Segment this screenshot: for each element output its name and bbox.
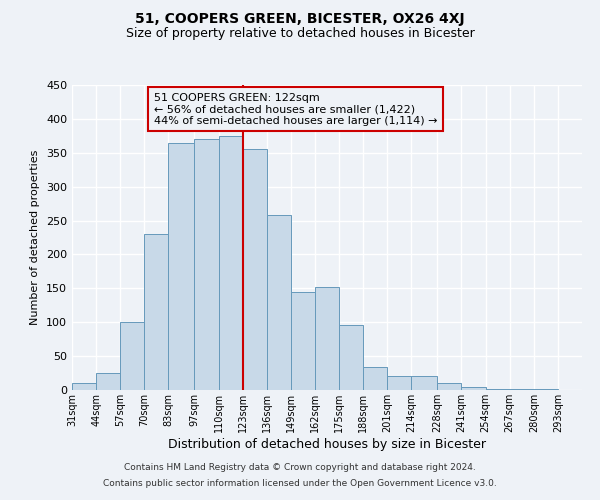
Bar (291, 292, 315, 390)
Bar (485, 388, 509, 390)
Bar (96, 373, 120, 390)
Text: Contains public sector information licensed under the Open Government Licence v3: Contains public sector information licen… (103, 478, 497, 488)
Bar (387, 376, 412, 390)
Text: 51, COOPERS GREEN, BICESTER, OX26 4XJ: 51, COOPERS GREEN, BICESTER, OX26 4XJ (135, 12, 465, 26)
Bar (120, 322, 145, 390)
Text: Contains HM Land Registry data © Crown copyright and database right 2024.: Contains HM Land Registry data © Crown c… (124, 464, 476, 472)
Text: Size of property relative to detached houses in Bicester: Size of property relative to detached ho… (125, 28, 475, 40)
Y-axis label: Number of detached properties: Number of detached properties (31, 150, 40, 325)
Bar (534, 388, 558, 390)
Bar (169, 142, 194, 390)
Bar (145, 234, 169, 390)
Bar (267, 215, 291, 390)
Bar (242, 150, 267, 390)
Bar (315, 287, 339, 390)
Bar (218, 136, 242, 390)
Bar (412, 376, 437, 390)
Bar (437, 383, 461, 390)
Bar (194, 139, 218, 390)
Bar (363, 367, 387, 390)
Bar (72, 383, 96, 390)
Bar (339, 325, 363, 390)
Text: 51 COOPERS GREEN: 122sqm
← 56% of detached houses are smaller (1,422)
44% of sem: 51 COOPERS GREEN: 122sqm ← 56% of detach… (154, 92, 437, 126)
X-axis label: Distribution of detached houses by size in Bicester: Distribution of detached houses by size … (168, 438, 486, 450)
Bar (461, 386, 485, 390)
